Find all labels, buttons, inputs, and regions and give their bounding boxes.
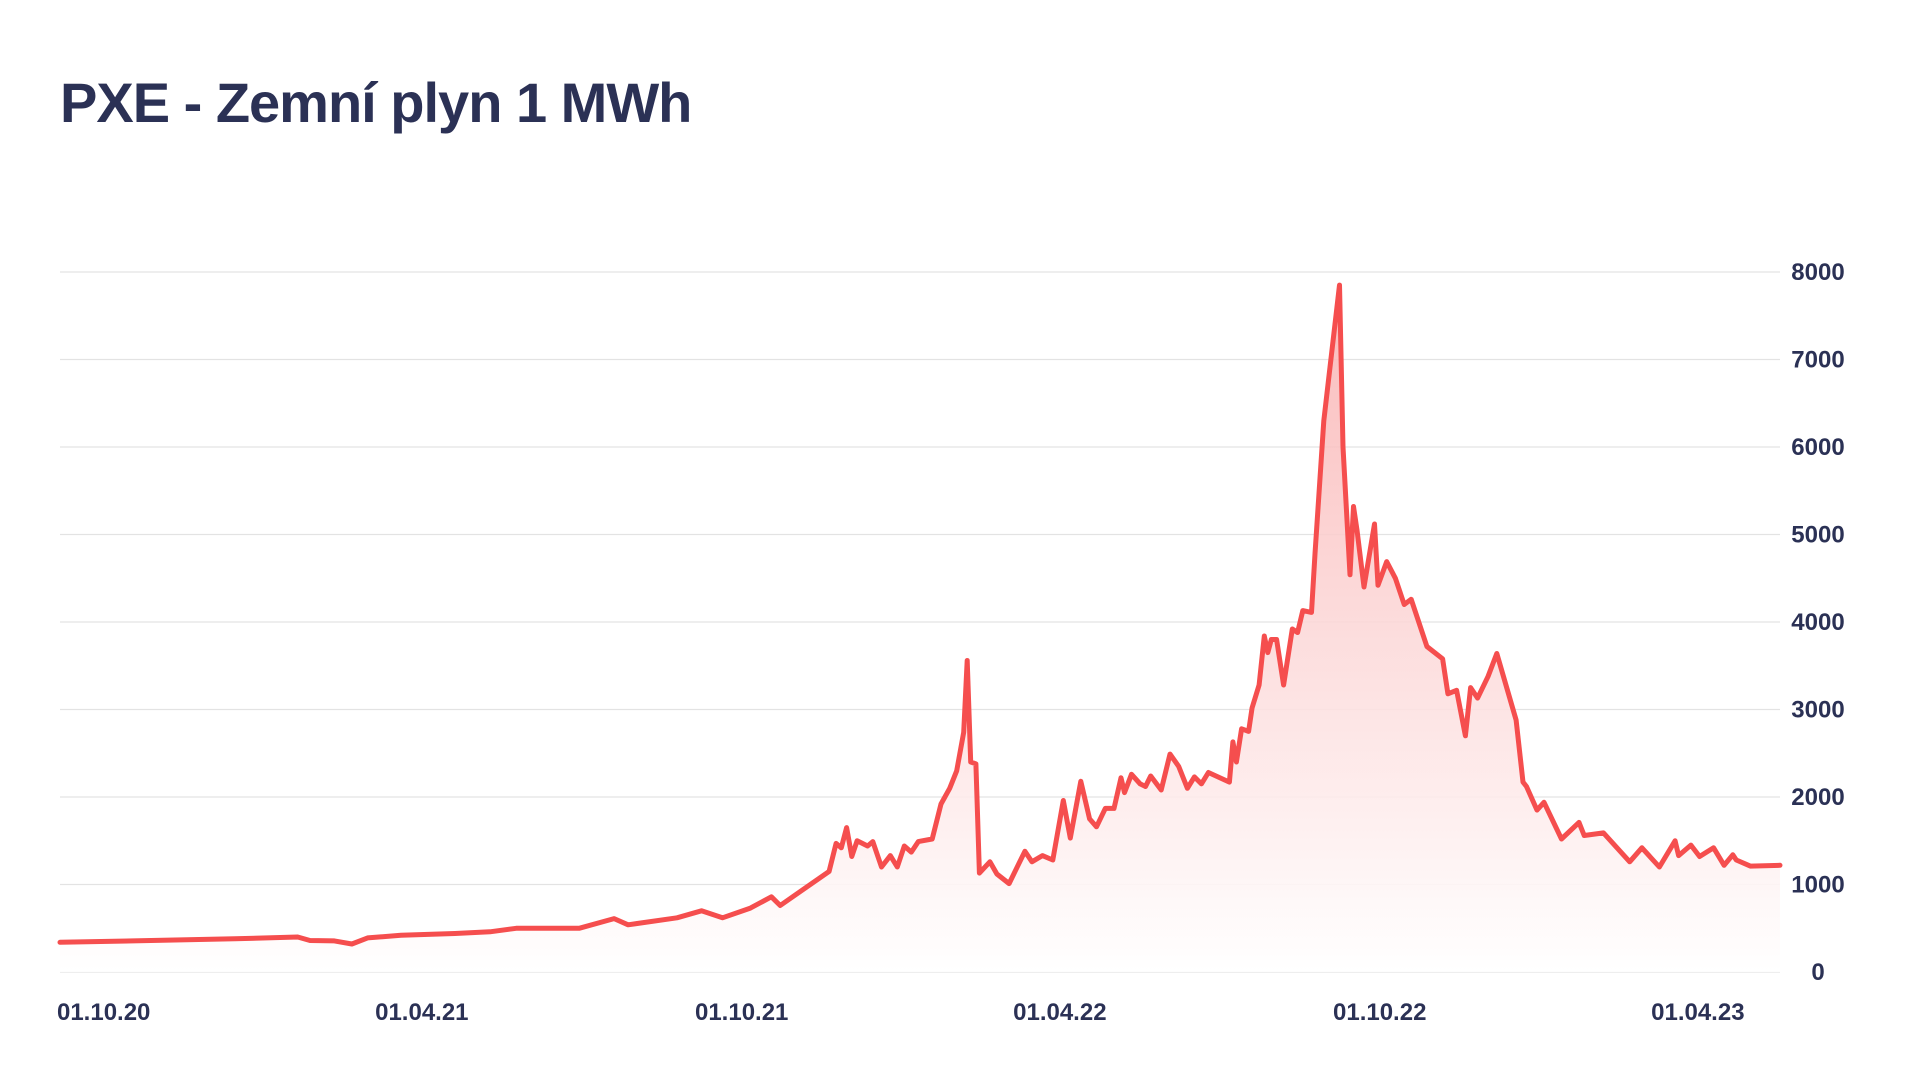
series-line xyxy=(57,282,1783,947)
y-tick-label: 8000 xyxy=(1791,259,1844,286)
y-tick-label: 5000 xyxy=(1791,522,1844,549)
x-tick-label: 01.04.22 xyxy=(1013,999,1106,1026)
y-axis: 0 1000 2000 3000 4000 5000 6000 7000 8000 xyxy=(1791,259,1844,986)
y-tick-label: 4000 xyxy=(1791,609,1844,636)
x-tick-label: 01.10.22 xyxy=(1333,999,1426,1026)
x-axis: 01.10.20 01.04.21 01.10.21 01.04.22 01.10.22… xyxy=(57,999,1745,1026)
y-tick-label: 1000 xyxy=(1791,872,1844,899)
y-tick-label: 3000 xyxy=(1791,697,1844,724)
series-area xyxy=(57,282,1783,973)
y-tick-label: 0 xyxy=(1811,959,1824,986)
x-tick-label: 01.10.21 xyxy=(695,999,788,1026)
y-tick-label: 7000 xyxy=(1791,347,1844,374)
x-tick-label: 01.04.23 xyxy=(1651,999,1744,1026)
y-tick-label: 6000 xyxy=(1791,434,1844,461)
x-tick-label: 01.04.21 xyxy=(375,999,468,1026)
series-fill xyxy=(60,285,1780,973)
x-tick-label: 01.10.20 xyxy=(57,999,150,1026)
y-tick-label: 2000 xyxy=(1791,784,1844,811)
chart-title: PXE - Zemní plyn 1 MWh xyxy=(60,71,692,134)
